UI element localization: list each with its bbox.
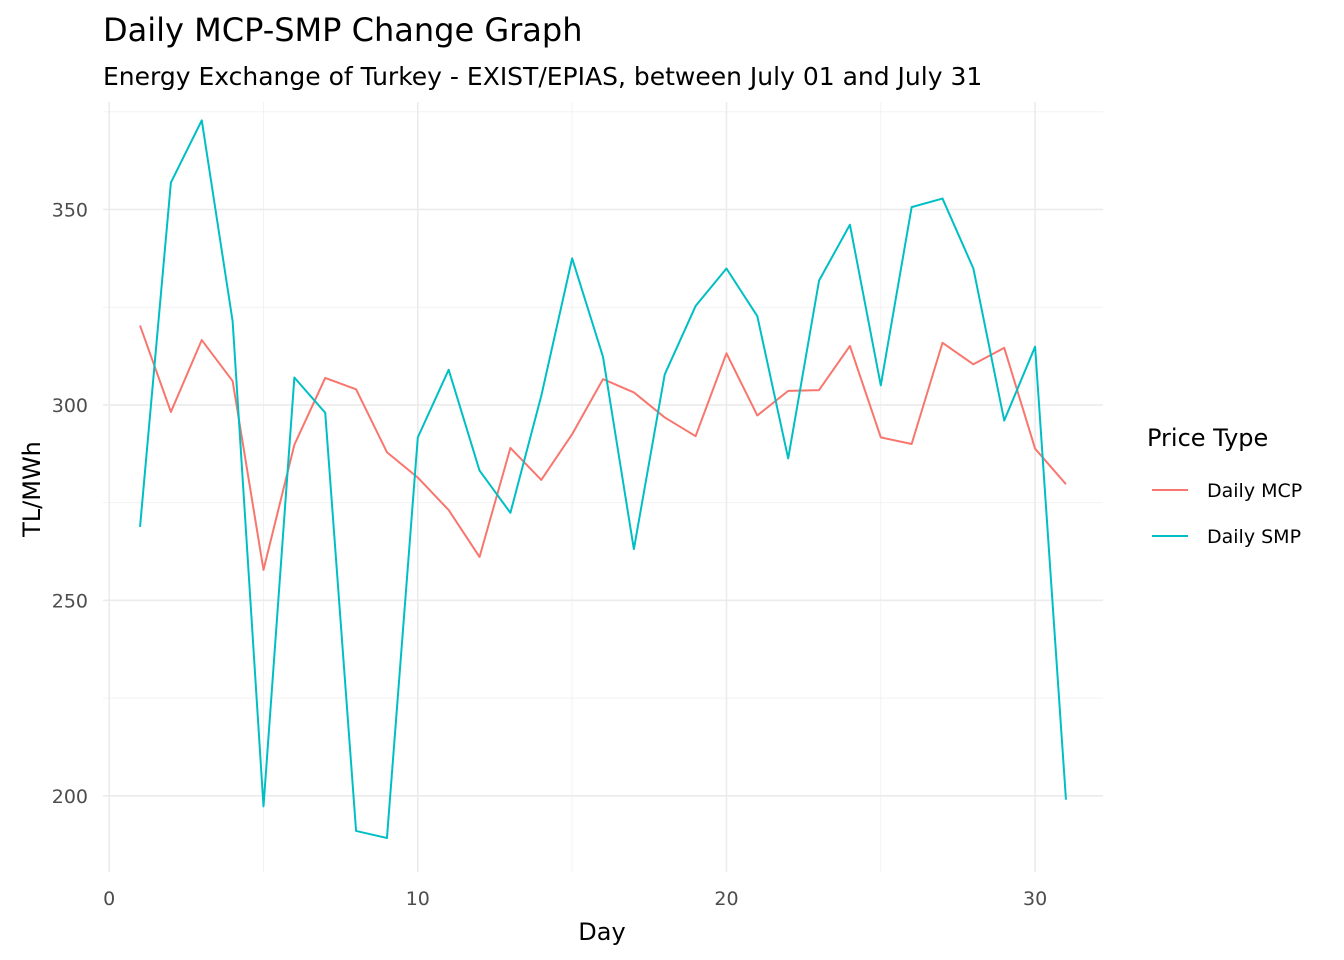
series-line-daily-smp bbox=[139, 119, 1067, 839]
y-tick-label: 200 bbox=[52, 786, 88, 808]
y-tick-label: 250 bbox=[52, 590, 88, 612]
series-lines bbox=[139, 119, 1067, 839]
minor-gridlines bbox=[103, 102, 1103, 872]
series-line-daily-mcp bbox=[139, 325, 1067, 571]
x-tick-label: 10 bbox=[406, 888, 430, 910]
legend-label-daily-smp: Daily SMP bbox=[1207, 526, 1301, 548]
major-gridlines bbox=[103, 102, 1103, 872]
x-axis-tick-labels: 0 10 20 30 bbox=[103, 888, 1047, 910]
x-tick-label: 20 bbox=[714, 888, 738, 910]
y-tick-label: 350 bbox=[52, 199, 88, 221]
y-axis-title: TL/MWh bbox=[18, 441, 46, 538]
chart-title: Daily MCP-SMP Change Graph bbox=[103, 11, 582, 49]
y-tick-label: 300 bbox=[52, 395, 88, 417]
legend: Price Type Daily MCP Daily SMP bbox=[1147, 424, 1302, 548]
legend-title: Price Type bbox=[1147, 424, 1268, 452]
x-tick-label: 30 bbox=[1023, 888, 1047, 910]
chart-subtitle: Energy Exchange of Turkey - EXIST/EPIAS,… bbox=[103, 62, 982, 91]
y-axis-tick-labels: 200 250 300 350 bbox=[52, 199, 88, 807]
legend-label-daily-mcp: Daily MCP bbox=[1207, 480, 1302, 502]
x-axis-title: Day bbox=[578, 918, 625, 946]
x-tick-label: 0 bbox=[103, 888, 115, 910]
